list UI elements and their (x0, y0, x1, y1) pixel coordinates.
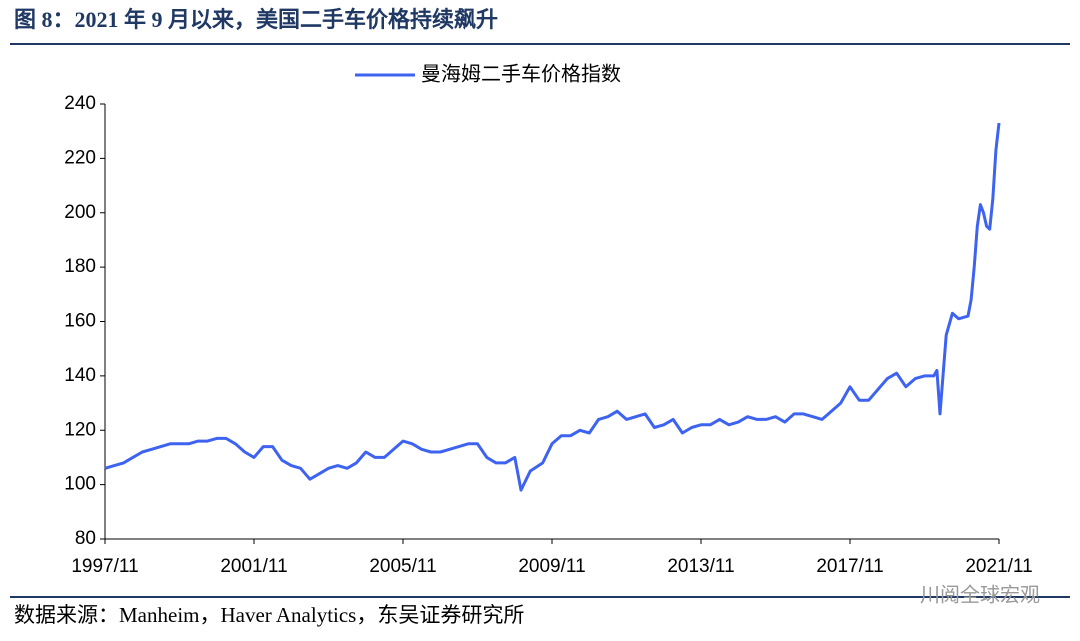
y-tick-label: 180 (64, 256, 96, 277)
x-tick-label: 2013/11 (667, 556, 734, 577)
x-tick-label: 2017/11 (816, 556, 883, 577)
x-tick-label: 2001/11 (220, 556, 287, 577)
legend-label: 曼海姆二手车价格指数 (421, 62, 621, 86)
chart-title: 图 8：2021 年 9 月以来，美国二手车价格持续飙升 (14, 7, 498, 32)
y-tick-label: 100 (64, 474, 96, 495)
y-tick-label: 220 (64, 147, 96, 168)
x-tick-label: 2021/11 (965, 556, 1032, 577)
y-tick-label: 240 (64, 93, 96, 114)
y-tick-label: 120 (64, 419, 96, 440)
y-tick-label: 200 (64, 202, 96, 223)
source: 数据来源：Manheim，Haver Analytics，东吴证券研究所 (14, 603, 524, 627)
y-tick-label: 80 (75, 528, 96, 549)
watermark: 川阅全球宏观 (920, 583, 1040, 607)
x-tick-label: 1997/11 (71, 556, 138, 577)
y-tick-label: 160 (64, 311, 96, 332)
x-tick-label: 2005/11 (369, 556, 436, 577)
y-tick-label: 140 (64, 365, 96, 386)
x-tick-label: 2009/11 (518, 556, 585, 577)
line-series (104, 122, 1001, 492)
